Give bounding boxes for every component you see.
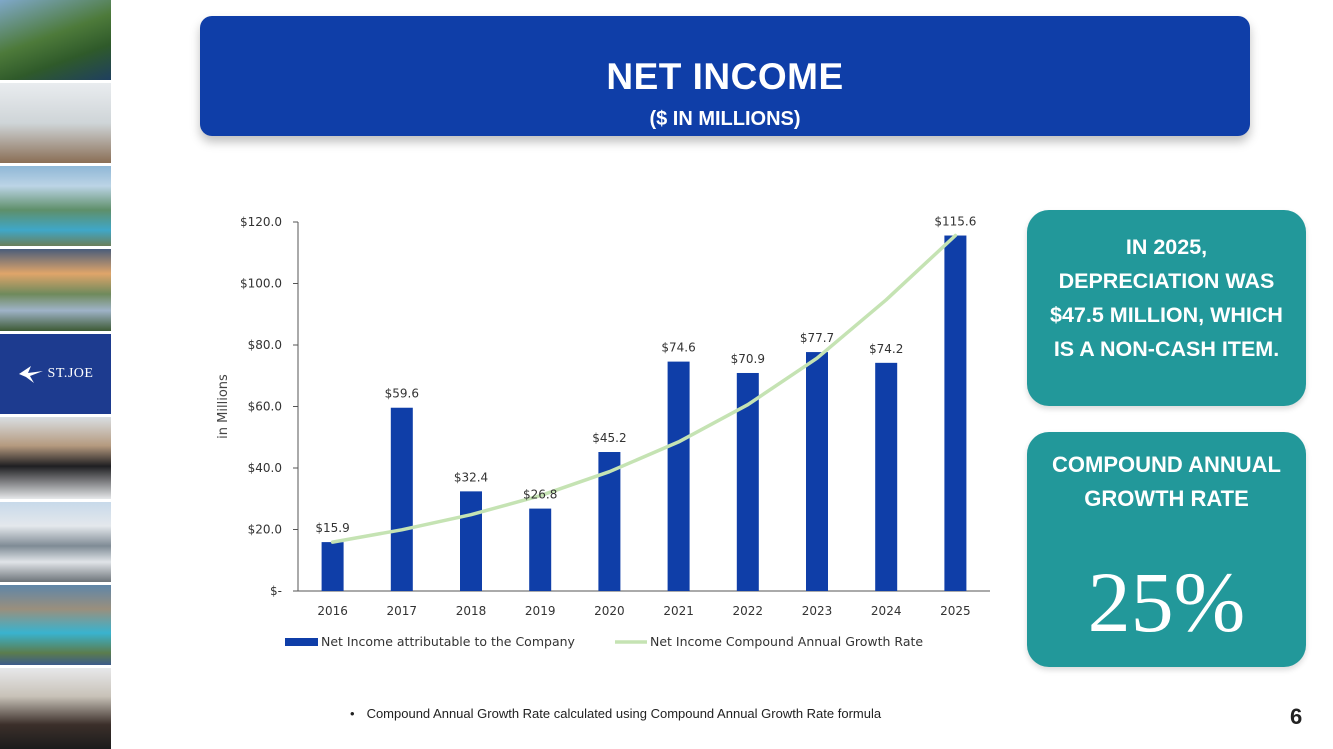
x-tick-label: 2022 <box>733 604 764 618</box>
bar <box>806 352 828 591</box>
legend-line-label: Net Income Compound Annual Growth Rate <box>650 634 923 649</box>
page-number: 6 <box>1290 704 1303 729</box>
y-tick-label: $120.0 <box>240 215 282 229</box>
x-tick-label: 2016 <box>317 604 348 618</box>
cagr-line <box>330 233 958 544</box>
bar <box>667 361 690 591</box>
data-label: $26.8 <box>523 488 557 502</box>
y-tick-label: $60.0 <box>248 400 282 414</box>
bullet-icon: • <box>350 706 355 721</box>
photo-resort-pool <box>0 166 111 246</box>
net-income-chart: $- $20.0 $40.0 $60.0 $80.0 $100.0 $120.0 in Mil… <box>216 215 990 649</box>
x-tick-label: 2025 <box>940 604 971 618</box>
photo-family <box>0 83 111 163</box>
photo-strip: ST.JOE <box>0 0 111 749</box>
cagr-value: 25% <box>1087 554 1246 650</box>
bar <box>944 235 967 591</box>
st-joe-logo: ST.JOE <box>18 363 94 385</box>
cagr-label: COMPOUND ANNUAL GROWTH RATE <box>1052 452 1281 511</box>
data-label: $115.6 <box>934 215 976 229</box>
bar <box>529 508 552 591</box>
bar <box>875 362 898 591</box>
data-label: $74.6 <box>661 341 695 355</box>
y-tick-label: $100.0 <box>240 277 282 291</box>
data-label: $15.9 <box>315 521 349 535</box>
cagr-callout: COMPOUND ANNUAL GROWTH RATE 25% <box>1027 432 1306 667</box>
y-tick-label: $80.0 <box>248 338 282 352</box>
page-title: NET INCOME <box>606 56 844 97</box>
footnote: • Compound Annual Growth Rate calculated … <box>350 706 881 721</box>
data-label: $74.2 <box>869 342 903 356</box>
photo-lake-sunset <box>0 249 111 331</box>
x-tick-label: 2017 <box>387 604 418 618</box>
x-tick-label: 2018 <box>456 604 487 618</box>
data-label: $45.2 <box>592 431 626 445</box>
footnote-text: Compound Annual Growth Rate calculated u… <box>366 706 882 721</box>
depreciation-text: IN 2025, DEPRECIATION WAS $47.5 MILLION,… <box>1050 235 1283 361</box>
bar <box>321 542 344 591</box>
y-tick-label: $- <box>270 584 282 598</box>
title-banner: NET INCOME ($ IN MILLIONS) <box>200 16 1250 136</box>
x-tick-label: 2020 <box>594 604 625 618</box>
x-tick-label: 2024 <box>871 604 902 618</box>
depreciation-callout: IN 2025, DEPRECIATION WAS $47.5 MILLION,… <box>1027 210 1306 406</box>
legend-bar-swatch <box>285 638 318 646</box>
x-tick-label: 2019 <box>525 604 556 618</box>
bar <box>390 407 413 591</box>
y-tick-label: $40.0 <box>248 461 282 475</box>
y-tick-label: $20.0 <box>248 523 282 537</box>
y-axis-label: in Millions <box>216 374 231 439</box>
data-label: $32.4 <box>454 470 488 484</box>
x-tick-label: 2021 <box>663 604 694 618</box>
photo-water-park <box>0 585 111 665</box>
logo-tile: ST.JOE <box>0 334 111 414</box>
photo-office-building <box>0 502 111 582</box>
photo-golf-course <box>0 0 111 80</box>
bar <box>736 372 759 591</box>
bird-icon <box>18 366 43 383</box>
page-subtitle: ($ IN MILLIONS) <box>649 108 801 130</box>
data-label: $70.9 <box>731 352 765 366</box>
photo-event <box>0 668 111 749</box>
bar <box>598 452 621 591</box>
logo-text: ST.JOE <box>47 366 94 381</box>
photo-staff <box>0 417 111 499</box>
data-label: $59.6 <box>385 387 419 401</box>
data-label: $77.7 <box>800 331 834 345</box>
x-tick-label: 2023 <box>802 604 833 618</box>
legend-bar-label: Net Income attributable to the Company <box>321 634 576 649</box>
bar <box>460 491 482 591</box>
